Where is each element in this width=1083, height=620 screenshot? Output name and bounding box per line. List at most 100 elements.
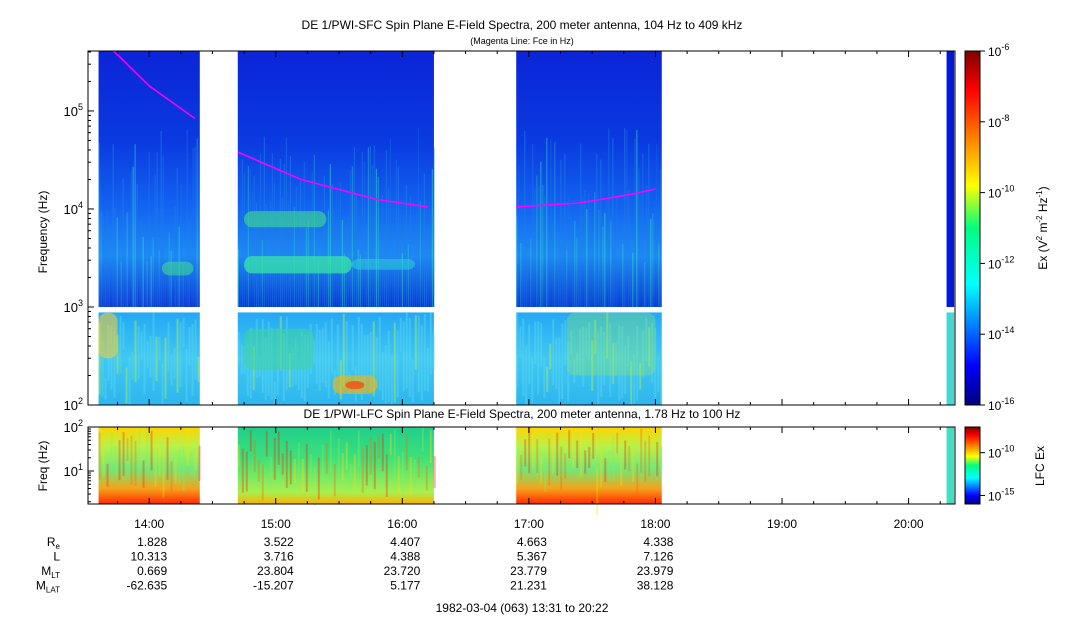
sfc-texture bbox=[273, 382, 276, 403]
sfc-texture bbox=[318, 329, 321, 392]
sfc-texture bbox=[323, 175, 325, 307]
sfc-texture bbox=[377, 176, 379, 307]
lfc-texture bbox=[592, 433, 595, 459]
sfc-texture bbox=[656, 143, 658, 307]
lfc-texture bbox=[628, 446, 631, 472]
sfc-texture bbox=[604, 213, 606, 307]
sfc-texture bbox=[297, 361, 300, 391]
lfc-texture bbox=[345, 442, 348, 470]
sfc-texture bbox=[381, 194, 383, 307]
sfc-texture bbox=[630, 361, 633, 404]
sfc-texture bbox=[372, 321, 375, 397]
sfc-texture bbox=[134, 144, 136, 307]
lfc-texture bbox=[190, 450, 193, 476]
lfc-texture bbox=[198, 445, 201, 482]
sfc-texture bbox=[651, 323, 654, 384]
sfc-texture bbox=[390, 355, 393, 405]
sfc-texture bbox=[564, 153, 566, 307]
sfc-texture bbox=[112, 144, 114, 307]
sfc-texture bbox=[618, 325, 621, 401]
lfc-texture bbox=[393, 428, 396, 474]
sfc-texture bbox=[114, 208, 116, 307]
lfc-texture bbox=[365, 445, 368, 486]
sfc-texture bbox=[288, 352, 291, 388]
sfc-texture bbox=[532, 143, 534, 307]
sfc-texture bbox=[357, 250, 359, 307]
sfc-texture bbox=[119, 316, 122, 373]
lfc-texture bbox=[170, 461, 173, 493]
lfc-texture bbox=[532, 434, 535, 469]
sfc-texture bbox=[337, 200, 339, 307]
sfc-texture bbox=[255, 203, 257, 307]
sfc-texture bbox=[657, 356, 660, 393]
top-y-tick-label: 105 bbox=[64, 102, 83, 119]
sfc-texture bbox=[585, 327, 588, 357]
sfc-texture bbox=[267, 245, 269, 307]
top-colorbar-tick-label: 10-14 bbox=[988, 325, 1014, 342]
x-tick-label: 15:00 bbox=[261, 517, 291, 531]
sfc-texture bbox=[626, 129, 628, 307]
sfc-texture bbox=[237, 332, 240, 365]
lfc-texture bbox=[397, 456, 400, 494]
bottom-colorbar-label: LFC Ex bbox=[1033, 446, 1047, 486]
top-colorbar-gradient bbox=[964, 50, 981, 406]
sfc-texture bbox=[345, 320, 348, 380]
sfc-texture bbox=[287, 201, 289, 307]
sfc-texture bbox=[598, 208, 600, 307]
sfc-texture bbox=[405, 312, 408, 389]
sfc-texture bbox=[128, 356, 131, 405]
sfc-texture bbox=[283, 163, 285, 307]
sfc-data-column bbox=[946, 51, 955, 307]
sfc-texture bbox=[271, 152, 273, 307]
bottom-panel-title: DE 1/PWI-LFC Spin Plane E-Field Spectra,… bbox=[304, 407, 741, 421]
sfc-texture bbox=[401, 253, 403, 307]
lfc-texture bbox=[309, 454, 312, 481]
sfc-texture bbox=[176, 318, 179, 393]
sfc-texture bbox=[137, 326, 140, 380]
sfc-texture bbox=[429, 222, 431, 307]
sfc-texture bbox=[627, 335, 630, 367]
lfc-texture bbox=[377, 434, 380, 459]
sfc-texture bbox=[537, 321, 540, 395]
sfc-texture bbox=[384, 345, 387, 404]
lfc-data-block bbox=[237, 427, 434, 504]
sfc-texture bbox=[351, 166, 353, 307]
lfc-texture bbox=[576, 440, 579, 468]
sfc-texture bbox=[249, 169, 251, 307]
lfc-texture bbox=[317, 457, 320, 500]
sfc-texture bbox=[425, 236, 427, 307]
lfc-texture bbox=[142, 460, 145, 488]
lfc-texture bbox=[413, 459, 416, 489]
lfc-texture bbox=[405, 433, 408, 471]
sfc-texture bbox=[385, 150, 387, 307]
ephemeris-value: 0.669 bbox=[137, 564, 167, 578]
sfc-texture bbox=[371, 165, 373, 307]
bottom-colorbar: 10-10 10-15 LFC Ex bbox=[964, 426, 1047, 505]
sfc-texture bbox=[543, 358, 546, 398]
lfc-texture bbox=[560, 446, 563, 492]
sfc-texture bbox=[660, 168, 662, 307]
sfc-texture bbox=[594, 192, 596, 307]
sfc-texture bbox=[160, 131, 162, 307]
sfc-texture bbox=[194, 319, 197, 380]
sfc-texture bbox=[330, 318, 333, 374]
sfc-texture bbox=[411, 359, 414, 403]
top-colorbar-tick-label: 10-16 bbox=[988, 396, 1014, 413]
ephemeris-value: 4.407 bbox=[390, 535, 420, 549]
sfc-texture bbox=[426, 347, 429, 392]
sfc-texture bbox=[239, 258, 241, 307]
sfc-texture bbox=[194, 147, 196, 307]
bottom-colorbar-gradient bbox=[964, 426, 981, 505]
sfc-texture bbox=[644, 262, 646, 307]
sfc-texture bbox=[584, 190, 586, 307]
sfc-texture bbox=[149, 336, 152, 378]
sfc-texture bbox=[373, 145, 375, 307]
sfc-texture bbox=[375, 336, 378, 388]
sfc-texture bbox=[172, 261, 174, 307]
lfc-texture bbox=[178, 449, 181, 484]
sfc-texture bbox=[155, 336, 158, 382]
sfc-texture bbox=[561, 323, 564, 400]
lfc-texture bbox=[524, 439, 527, 467]
lfc-texture bbox=[361, 448, 364, 493]
lfc-texture bbox=[313, 466, 316, 507]
